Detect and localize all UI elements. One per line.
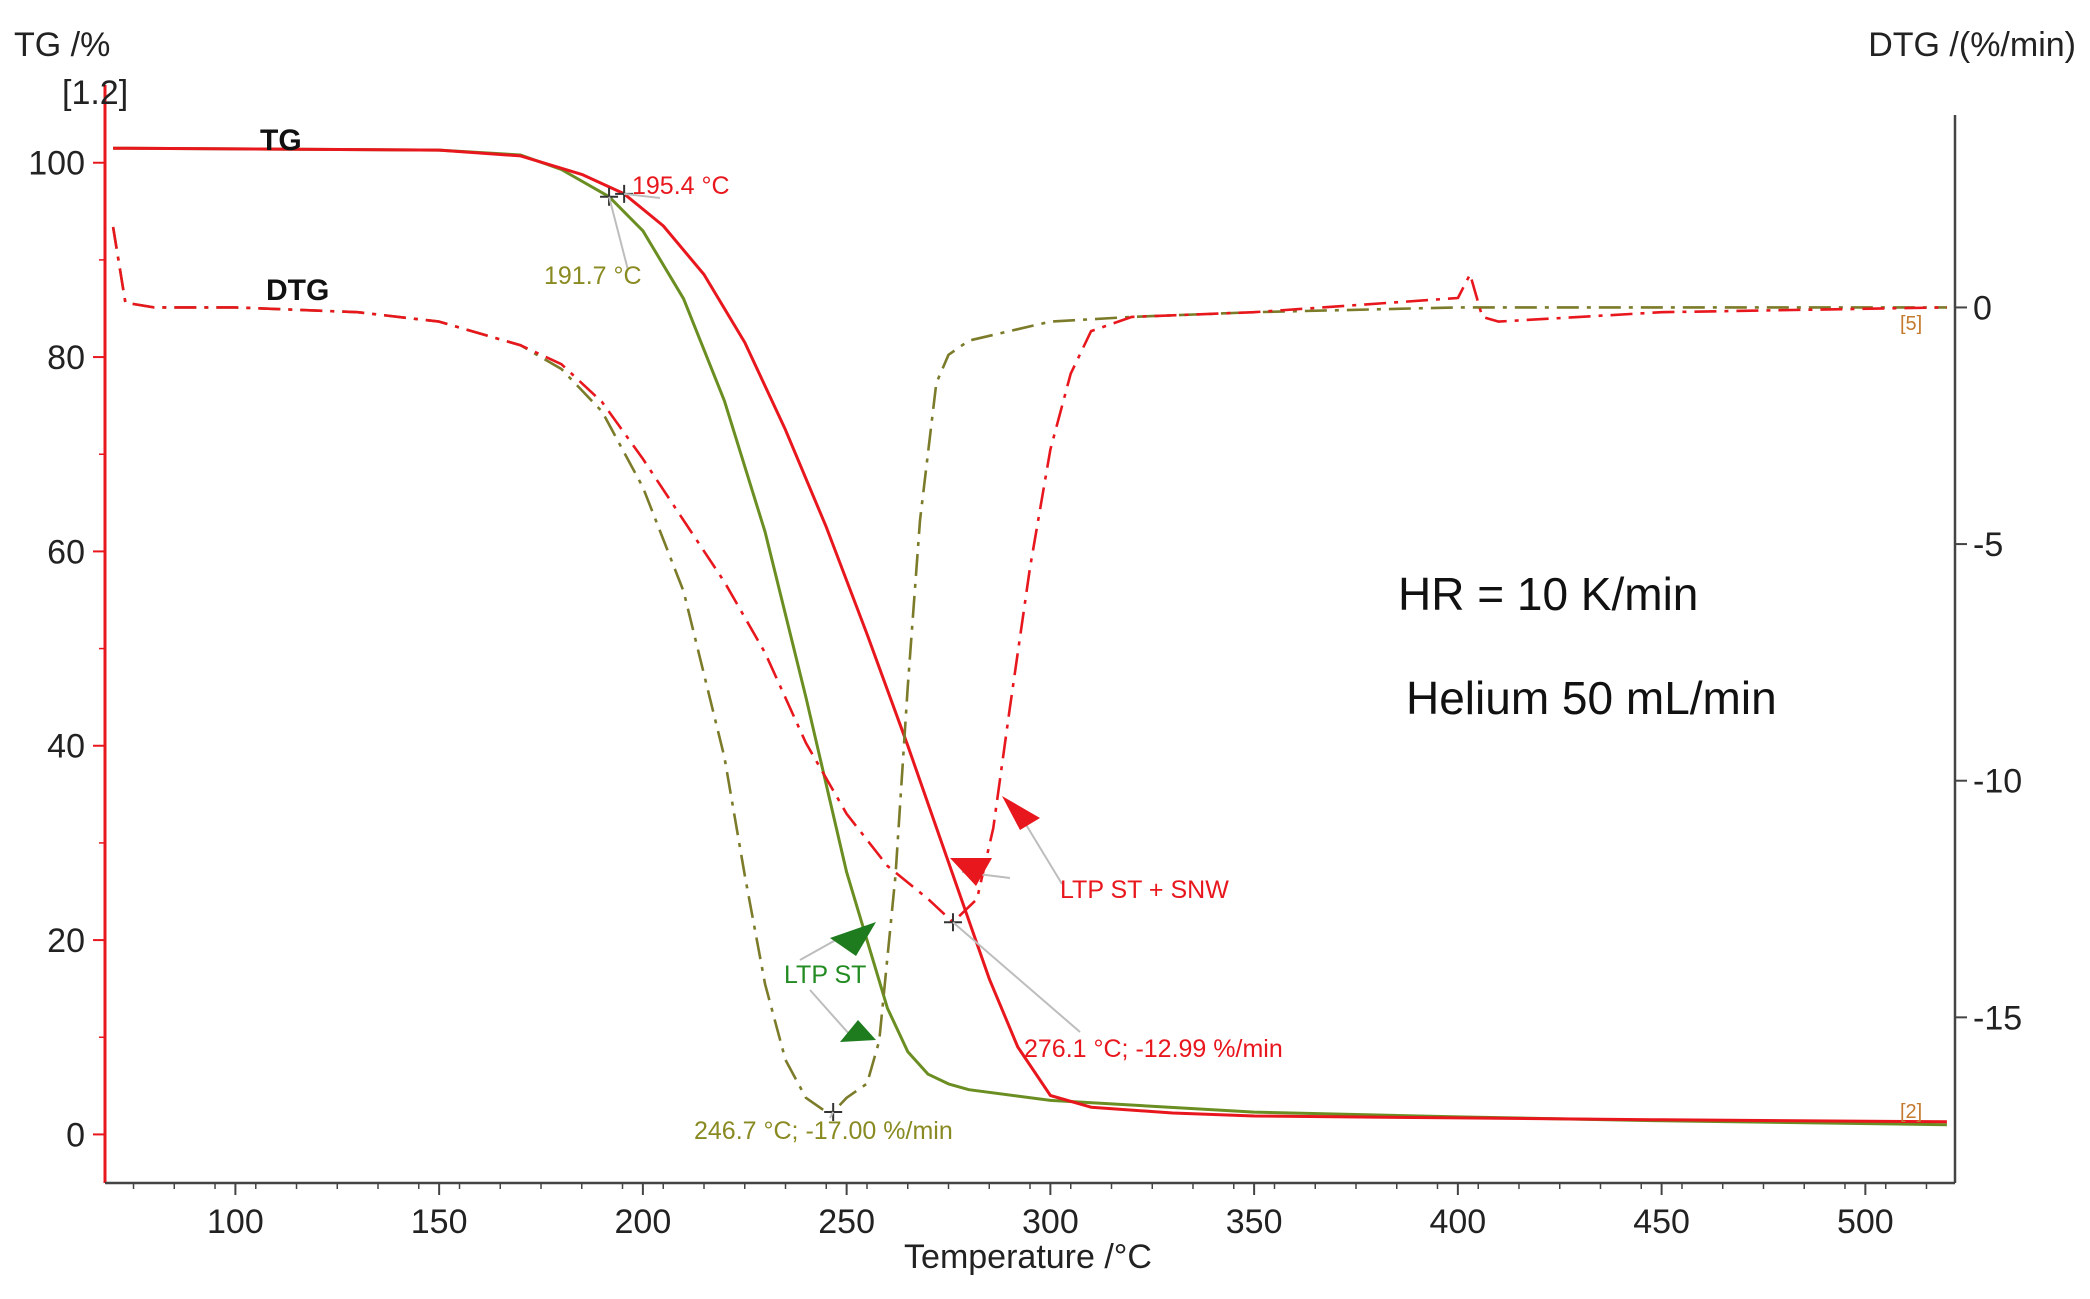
y-left-tick-label-40: 40: [47, 728, 85, 766]
x-tick-label-350: 350: [1226, 1203, 1283, 1241]
leader-onset-snw: [624, 192, 661, 199]
dtg-curve-label: DTG: [266, 274, 329, 307]
x-tick-label-500: 500: [1837, 1203, 1894, 1241]
curves-group: [111, 146, 1947, 1127]
y-right-tick-label--10: -10: [1973, 763, 2022, 801]
left-axis-index: [1.2]: [62, 74, 128, 112]
onset-snw-label: 195.4 °C: [632, 172, 730, 200]
static-labels: TG /% [1.2] DTG /(%/min) Temperature /°C…: [14, 26, 2076, 1276]
y-right-tick-label--5: -5: [1973, 526, 2003, 564]
annotations-group: [600, 184, 1081, 1122]
y-left-tick-label-80: 80: [47, 339, 85, 377]
y-right-tick-label--15: -15: [1973, 999, 2022, 1037]
arrow-ltp-st-snw-upper: [1002, 796, 1040, 830]
y-left-tick-label-60: 60: [47, 533, 85, 571]
y-left-tick-label-100: 100: [28, 145, 85, 183]
y-right-tick-label-0: 0: [1973, 289, 1992, 327]
series-dtg-ltp-st: [111, 226, 1947, 1114]
arrow-ltp-st-snw-lower: [950, 858, 992, 886]
gas-flow-note: Helium 50 mL/min: [1406, 672, 1777, 724]
leader-peak-snw: [952, 921, 1081, 1033]
x-tick-label-300: 300: [1022, 1203, 1079, 1241]
ltp-st-label: LTP ST: [784, 961, 866, 989]
leader-ltp-st-b: [809, 989, 851, 1036]
heating-rate-note: HR = 10 K/min: [1398, 568, 1698, 620]
marker-onset-st: [600, 187, 619, 206]
ltp-st-snw-label: LTP ST + SNW: [1060, 876, 1229, 904]
right-axis-title: DTG /(%/min): [1868, 26, 2076, 64]
arrow-ltp-st-lower: [840, 1020, 876, 1042]
y-left-tick-label-0: 0: [66, 1116, 85, 1154]
x-tick-label-400: 400: [1429, 1203, 1486, 1241]
axes-group: 100 150 200 250 300 350 400 450 500 0 20 40 60 80 100 0…: [28, 85, 2022, 1241]
y-left-tick-label-20: 20: [47, 922, 85, 960]
series-tg-ltp-st: [113, 146, 1947, 1127]
x-tick-label-200: 200: [615, 1203, 672, 1241]
peak-snw-label: 276.1 °C; -12.99 %/min: [1024, 1035, 1283, 1063]
tg-end-marker: [2]: [1900, 1101, 1922, 1123]
x-tick-label-150: 150: [411, 1203, 468, 1241]
onset-st-label: 191.7 °C: [544, 262, 642, 290]
leader-onset-st: [608, 196, 629, 271]
series-tg-ltp-st-snw: [113, 146, 1947, 1124]
leader-ltp-st-snw-b: [1021, 817, 1063, 885]
leader-peak-st: [829, 1111, 835, 1119]
x-tick-label-100: 100: [207, 1203, 264, 1241]
tg-curve-label: TG: [260, 124, 302, 157]
peak-st-label: 246.7 °C; -17.00 %/min: [694, 1117, 953, 1145]
x-axis-title: Temperature /°C: [904, 1238, 1152, 1276]
left-axis-title: TG /%: [14, 26, 110, 64]
arrow-ltp-st-upper: [830, 922, 876, 956]
x-tick-label-450: 450: [1633, 1203, 1690, 1241]
x-tick-label-250: 250: [818, 1203, 875, 1241]
dtg-end-marker: [5]: [1900, 313, 1922, 335]
